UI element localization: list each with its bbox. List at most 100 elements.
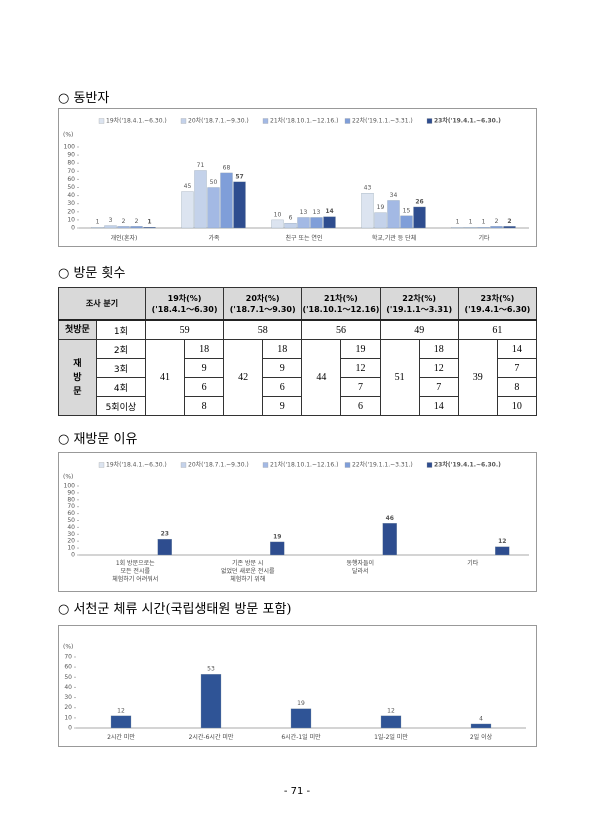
legend-swatch [426, 462, 433, 468]
data-label: 12 [387, 707, 395, 714]
data-label: 43 [364, 185, 372, 192]
y-axis-label: (%) [63, 644, 73, 651]
x-tick-label: 2일 이상 [469, 734, 493, 741]
data-label: 6 [289, 215, 293, 222]
y-tick-label: 0 [71, 225, 75, 232]
y-tick-label: 60 [64, 664, 72, 671]
row-sub: 2회 [95, 339, 147, 359]
table-row: 재 방 문 2회 41 18 42 18 44 19 51 18 39 14 [58, 339, 538, 416]
value-cell: 61 [457, 319, 538, 340]
bar [503, 226, 516, 229]
y-tick-label: 20 [64, 704, 72, 711]
x-tick-label: 2시간 미만 [107, 734, 135, 741]
value-cell: 9 [262, 396, 303, 416]
legend-label: 22차('19.1.1.~3.31.) [352, 117, 413, 125]
table-row: 4회 6 6 7 7 8 [59, 377, 538, 397]
x-tick-label: 학교,기관 등 단체 [371, 235, 417, 242]
data-label: 50 [210, 179, 218, 186]
wave-period: ('18.10.1～12.16) [302, 304, 380, 314]
legend-swatch [344, 462, 351, 468]
data-label: 53 [207, 666, 215, 673]
data-label: 13 [300, 209, 308, 216]
x-tick-label: 친구 또는 연인 [285, 235, 323, 242]
bar [157, 538, 172, 556]
bar [413, 206, 426, 229]
y-tick-label: 100 [64, 144, 76, 151]
wave-period: ('19.1.1～3.31) [386, 304, 453, 314]
bar [271, 219, 284, 229]
legend-label: 23차('19.4.1.~6.30.) [434, 461, 501, 469]
legend-swatch [180, 462, 187, 468]
wave-period: ('18.7.1～9.30) [229, 304, 296, 314]
data-label: 26 [415, 198, 423, 205]
value-cell: 7 [496, 358, 538, 378]
value-cell: 10 [496, 396, 538, 416]
wave-name: 23차(%) [480, 293, 515, 303]
header-cell: 20차(%) ('18.7.1～9.30) [223, 287, 303, 321]
legend-label: 20차('18.7.1.~9.30.) [188, 117, 249, 125]
wave-name: 20차(%) [245, 293, 280, 303]
data-label: 46 [386, 515, 394, 522]
value-cell: 18 [184, 339, 225, 359]
bar [233, 181, 246, 229]
bar [181, 191, 194, 229]
y-tick-label: 20 [67, 208, 75, 215]
bar [270, 541, 285, 556]
y-tick-label: 70 [64, 654, 72, 661]
y-tick-label: 80 [67, 160, 75, 167]
total-cell: 51 [379, 339, 420, 416]
y-tick-label: 30 [67, 200, 75, 207]
legend-label: 21차('18.10.1.~12.16.) [270, 117, 338, 125]
header-cell: 23차(%) ('19.4.1～6.30) [457, 287, 538, 321]
y-tick-label: 70 [67, 168, 75, 175]
data-label: 1 [147, 219, 151, 226]
bar [207, 187, 220, 229]
data-label: 19 [273, 533, 281, 540]
row-sub: 5회이상 [95, 396, 147, 416]
data-label: 2 [495, 218, 499, 225]
header-cell: 21차(%) ('18.10.1～12.16) [301, 287, 381, 321]
x-tick-label: 1일-2일 미만 [374, 734, 408, 741]
heading: ○ 재방문 이유 [58, 432, 138, 447]
data-label: 1 [456, 219, 460, 226]
total-cell: 41 [144, 339, 186, 416]
legend-swatch [98, 118, 105, 124]
row-sub: 3회 [95, 358, 147, 378]
total-cell: 44 [301, 339, 342, 416]
y-tick-label: 50 [67, 517, 75, 524]
y-tick-label: 10 [64, 714, 72, 721]
y-tick-label: 100 [64, 483, 76, 490]
bar [477, 227, 490, 229]
data-label: 19 [297, 700, 305, 707]
legend-swatch [262, 118, 269, 124]
y-tick-label: 60 [67, 510, 75, 517]
legend-label: 20차('18.7.1.~9.30.) [188, 461, 249, 469]
chart: (%) 0 10 20 30 40 50 60 70 80 90 100 19차('18.4.1.~6.… [58, 452, 537, 592]
data-label: 2 [507, 218, 511, 225]
y-axis-label: (%) [63, 132, 73, 139]
x-tick-label: 기타 [467, 560, 479, 567]
value-cell: 9 [262, 358, 303, 378]
page-number: - 71 - [283, 786, 311, 797]
data-label: 4 [479, 715, 483, 722]
y-tick-label: 10 [67, 545, 75, 552]
y-tick-label: 10 [67, 216, 75, 223]
chart-svg: (%) 0 10 20 30 40 50 60 70 12 53 19 12 4 [63, 644, 526, 732]
y-tick-label: 0 [68, 725, 72, 732]
chart: (%) 0 10 20 30 40 50 60 70 12 53 19 12 4 2시간 미만 2시간-6시간… [58, 625, 537, 747]
bar [361, 193, 374, 229]
wave-name: 22차(%) [402, 293, 437, 303]
bar [387, 200, 400, 229]
value-cell: 8 [184, 396, 225, 416]
data-label: 68 [223, 164, 231, 171]
x-tick-label: 개인(혼자) [110, 235, 138, 242]
legend-swatch [98, 462, 105, 468]
value-cell: 59 [144, 319, 225, 340]
value-cell: 9 [184, 358, 225, 378]
data-label: 14 [325, 208, 333, 215]
value-cell: 18 [418, 339, 459, 359]
data-label: 13 [313, 209, 321, 216]
value-cell: 14 [496, 339, 538, 359]
